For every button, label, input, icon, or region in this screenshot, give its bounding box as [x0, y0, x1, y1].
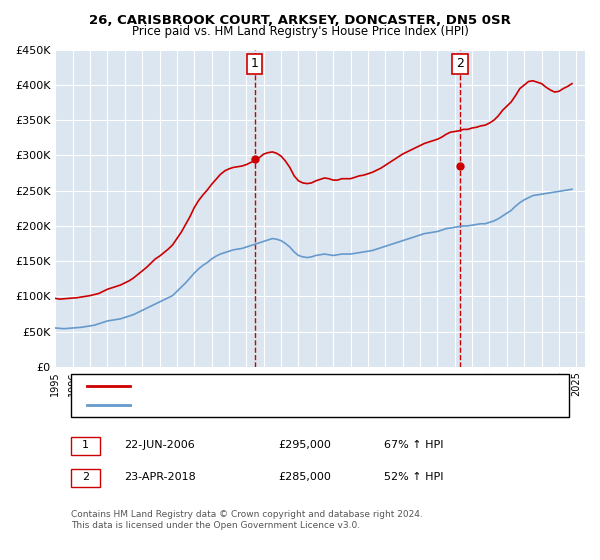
Text: £295,000: £295,000	[278, 440, 331, 450]
Text: 1: 1	[82, 440, 89, 450]
FancyBboxPatch shape	[71, 374, 569, 417]
Text: 26, CARISBROOK COURT, ARKSEY, DONCASTER, DN5 0SR (detached house): 26, CARISBROOK COURT, ARKSEY, DONCASTER,…	[140, 381, 510, 391]
Text: 52% ↑ HPI: 52% ↑ HPI	[384, 472, 443, 482]
Text: Contains HM Land Registry data © Crown copyright and database right 2024.
This d: Contains HM Land Registry data © Crown c…	[71, 510, 423, 530]
Text: Price paid vs. HM Land Registry's House Price Index (HPI): Price paid vs. HM Land Registry's House …	[131, 25, 469, 38]
Text: 2: 2	[456, 57, 464, 71]
Text: 22-JUN-2006: 22-JUN-2006	[124, 440, 195, 450]
Text: 23-APR-2018: 23-APR-2018	[124, 472, 196, 482]
FancyBboxPatch shape	[71, 469, 100, 487]
FancyBboxPatch shape	[71, 437, 100, 455]
Text: 1: 1	[251, 57, 259, 71]
Text: £285,000: £285,000	[278, 472, 331, 482]
Text: HPI: Average price, detached house, Doncaster: HPI: Average price, detached house, Donc…	[140, 400, 371, 410]
Text: 2: 2	[82, 472, 89, 482]
Text: 26, CARISBROOK COURT, ARKSEY, DONCASTER, DN5 0SR: 26, CARISBROOK COURT, ARKSEY, DONCASTER,…	[89, 14, 511, 27]
Text: 67% ↑ HPI: 67% ↑ HPI	[384, 440, 443, 450]
